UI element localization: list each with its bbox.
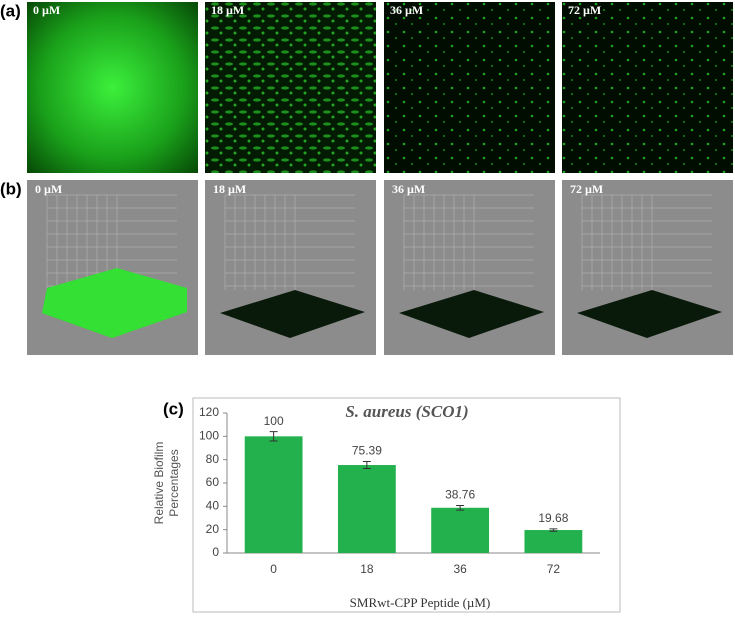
x-tick-label: 72 (547, 562, 561, 576)
surface-base (399, 290, 544, 338)
image-panels (27, 2, 733, 173)
value-label: 38.76 (445, 488, 475, 502)
x-tick-label: 0 (270, 562, 277, 576)
y-axis-label: Percentages (167, 449, 181, 516)
image-label: 36 µM (392, 182, 425, 196)
error-bar (362, 461, 371, 470)
bar (431, 507, 490, 553)
micrograph (562, 2, 733, 173)
image-label: 36 µM (390, 3, 423, 17)
y-tick-label: 20 (206, 522, 220, 536)
y-axis-label: Relative Biofilm (152, 442, 166, 525)
micrograph (205, 2, 376, 173)
surface (42, 268, 187, 338)
y-tick-label: 80 (206, 452, 220, 466)
x-tick-label: 36 (453, 562, 467, 576)
y-tick-label: 40 (206, 499, 220, 513)
image-label: 18 µM (213, 182, 246, 196)
image-label: 18 µM (211, 3, 244, 17)
bar (244, 436, 303, 553)
error-bar (456, 504, 465, 511)
y-tick-label: 100 (199, 429, 219, 443)
value-label: 100 (264, 414, 284, 428)
value-label: 75.39 (352, 444, 382, 458)
bar (524, 530, 583, 553)
image-label: 0 µM (33, 3, 60, 17)
x-axis-label: SMRwt-CPP Peptide (µM) (350, 595, 491, 610)
surface-base (577, 290, 722, 338)
y-tick-label: 0 (212, 545, 219, 559)
value-label: 19.68 (538, 511, 568, 525)
error-bar (549, 528, 558, 532)
panel-label: (b) (0, 179, 22, 198)
surface-base (220, 290, 365, 338)
image-label: 72 µM (570, 182, 603, 196)
chart-title: S. aureus (SCO1) (345, 402, 468, 421)
image-label: 0 µM (35, 182, 62, 196)
micrograph (384, 2, 555, 173)
y-tick-label: 120 (199, 405, 219, 419)
panel-label: (a) (0, 1, 21, 20)
panel-label: (c) (163, 399, 184, 418)
image-label: 72 µM (568, 3, 601, 17)
bar (337, 465, 396, 553)
y-tick-label: 60 (206, 475, 220, 489)
x-tick-label: 18 (360, 562, 374, 576)
error-bar (269, 431, 278, 442)
micrograph (27, 2, 198, 173)
